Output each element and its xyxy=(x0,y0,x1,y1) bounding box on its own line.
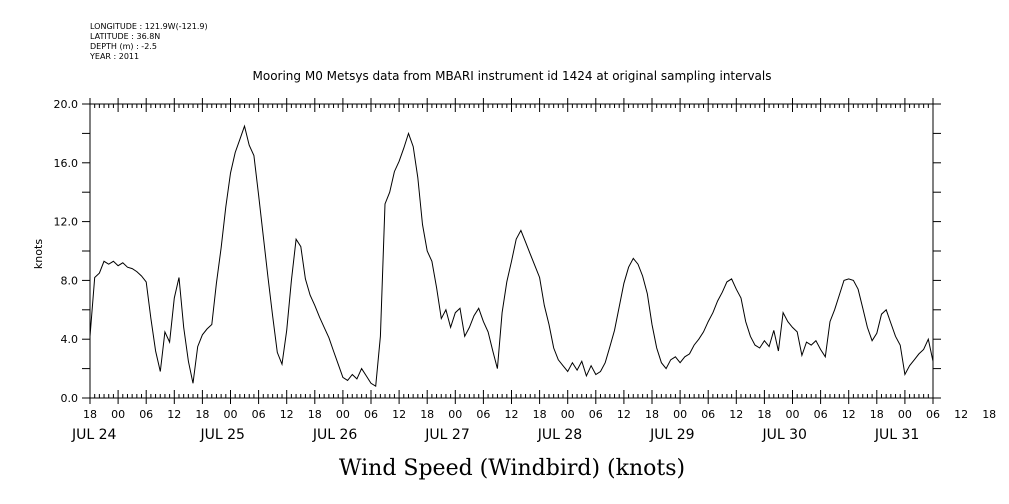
x-date-label: JUL 26 xyxy=(312,427,358,443)
x-hour-label: 00 xyxy=(561,408,575,421)
x-hour-label: 06 xyxy=(252,408,266,421)
x-hour-label: 12 xyxy=(167,408,181,421)
x-hour-label: 18 xyxy=(83,408,97,421)
y-tick-label: 8.0 xyxy=(61,274,79,287)
x-hour-label: 18 xyxy=(645,408,659,421)
ticks-layer xyxy=(82,98,941,404)
year-text: YEAR : 2011 xyxy=(90,52,140,61)
x-axis-title: Wind Speed (Windbird) (knots) xyxy=(339,456,685,481)
labels-layer: 18 00 06 12 18 00 06 12 18 00 06 12 18 00 06 12 18 00 06 12… xyxy=(54,98,997,443)
x-hour-label: 12 xyxy=(280,408,294,421)
x-hour-label: 06 xyxy=(476,408,490,421)
latitude-text: LATITUDE : 36.8N xyxy=(90,32,161,41)
x-date-label: JUL 30 xyxy=(762,427,807,443)
x-date-label: JUL 25 xyxy=(200,427,245,443)
x-hour-label: 12 xyxy=(617,408,631,421)
x-date-label: JUL 24 xyxy=(71,427,117,443)
x-hour-label: 18 xyxy=(533,408,547,421)
x-hour-label: 12 xyxy=(392,408,406,421)
y-tick-label: 12.0 xyxy=(54,216,79,229)
x-hour-label: 00 xyxy=(111,408,125,421)
plot-frame xyxy=(89,103,934,399)
x-hour-label: 06 xyxy=(589,408,603,421)
x-hour-label: 12 xyxy=(954,408,968,421)
x-hour-label: 12 xyxy=(505,408,519,421)
x-date-label: JUL 27 xyxy=(424,427,469,443)
x-hour-label: 18 xyxy=(757,408,771,421)
series-line xyxy=(89,124,934,388)
y-tick-label: 16.0 xyxy=(54,157,79,170)
y-tick-label: 20.0 xyxy=(54,98,79,111)
x-hour-label: 00 xyxy=(224,408,238,421)
x-hour-label: 06 xyxy=(814,408,828,421)
x-date-label: JUL 28 xyxy=(537,427,582,443)
y-tick-label: 0.0 xyxy=(61,392,79,405)
x-hour-label: 00 xyxy=(448,408,462,421)
x-date-label: JUL 31 xyxy=(874,427,919,443)
x-hour-label: 18 xyxy=(982,408,996,421)
x-hour-label: 18 xyxy=(195,408,209,421)
x-hour-label: 18 xyxy=(420,408,434,421)
longitude-text: LONGITUDE : 121.9W(-121.9) xyxy=(90,22,208,31)
series-layer xyxy=(89,124,934,388)
x-hour-label: 00 xyxy=(336,408,350,421)
y-tick-label: 4.0 xyxy=(61,333,79,346)
x-hour-label: 12 xyxy=(729,408,743,421)
x-hour-label: 18 xyxy=(308,408,322,421)
x-date-label: JUL 29 xyxy=(649,427,694,443)
x-hour-label: 06 xyxy=(701,408,715,421)
y-axis-label: knots xyxy=(32,239,45,269)
x-hour-label: 00 xyxy=(898,408,912,421)
x-hour-label: 06 xyxy=(926,408,940,421)
chart-title: Mooring M0 Metsys data from MBARI instru… xyxy=(253,69,772,83)
x-hour-label: 06 xyxy=(364,408,378,421)
header-info: LONGITUDE : 121.9W(-121.9) LATITUDE : 36… xyxy=(90,22,208,62)
x-hour-label: 00 xyxy=(786,408,800,421)
x-hour-label: 00 xyxy=(673,408,687,421)
x-hour-label: 06 xyxy=(139,408,153,421)
x-hour-label: 12 xyxy=(842,408,856,421)
depth-text: DEPTH (m) : -2.5 xyxy=(90,42,157,51)
x-hour-label: 18 xyxy=(870,408,884,421)
